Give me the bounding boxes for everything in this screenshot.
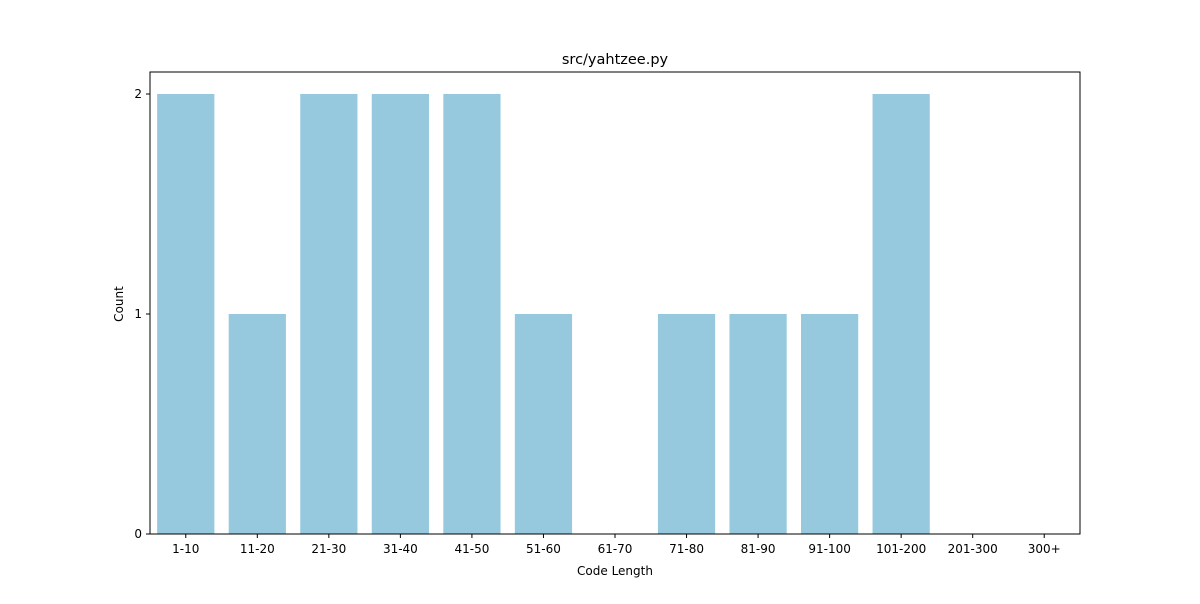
bar-51-60 (514, 314, 573, 534)
y-axis-label: Count (112, 286, 126, 322)
bars-group (157, 94, 930, 534)
x-tick-label: 91-100 (808, 542, 851, 556)
x-tick-label: 81-90 (741, 542, 776, 556)
x-axis-ticks: 1-10 11-20 21-30 31-40 41-50 51-60 61-70 71-80 8… (172, 534, 1061, 556)
bar-31-40 (371, 94, 429, 534)
y-tick-label: 2 (134, 87, 142, 101)
bar-71-80 (657, 314, 716, 534)
axes-frame (149, 71, 1081, 535)
bar-21-30 (300, 94, 358, 534)
y-axis-ticks: 0 1 2 (134, 87, 150, 541)
x-tick-label: 61-70 (598, 542, 633, 556)
bar-101-200 (872, 94, 930, 534)
x-tick-label: 11-20 (240, 542, 275, 556)
x-tick-label: 51-60 (526, 542, 561, 556)
x-tick-label: 41-50 (454, 542, 489, 556)
x-axis-label: Code Length (577, 564, 653, 578)
bar-81-90 (729, 314, 787, 534)
chart-title: src/yahtzee.py (562, 52, 669, 68)
bar-11-20 (228, 314, 286, 534)
x-tick-label: 1-10 (172, 542, 199, 556)
x-tick-label: 101-200 (876, 542, 926, 556)
bar-1-10 (157, 94, 215, 534)
x-tick-label: 21-30 (311, 542, 346, 556)
x-tick-label: 71-80 (669, 542, 704, 556)
x-tick-label: 300+ (1028, 542, 1061, 556)
x-tick-label: 201-300 (948, 542, 998, 556)
bar-91-100 (801, 314, 859, 534)
bar-41-50 (443, 94, 501, 534)
y-tick-label: 0 (134, 527, 142, 541)
x-tick-label: 31-40 (383, 542, 418, 556)
y-tick-label: 1 (134, 307, 142, 321)
